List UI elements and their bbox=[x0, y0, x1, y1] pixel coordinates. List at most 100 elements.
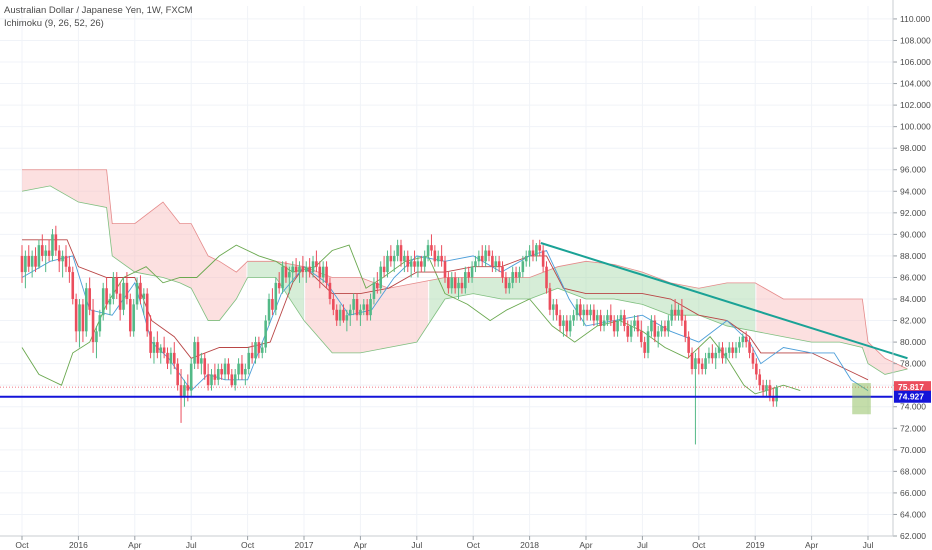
candle-body bbox=[409, 261, 413, 267]
candle-body bbox=[68, 266, 71, 273]
x-tick-label: Apr bbox=[805, 540, 818, 550]
candle-body bbox=[450, 277, 454, 289]
candle-body bbox=[244, 369, 247, 375]
support-price-tag-bg bbox=[894, 390, 931, 403]
y-tick-label: 96.000 bbox=[900, 165, 926, 175]
candle-body bbox=[511, 272, 514, 283]
candle-body bbox=[704, 358, 707, 370]
y-tick-label: 88.000 bbox=[900, 251, 926, 261]
candle-body bbox=[619, 315, 623, 321]
candle-body bbox=[531, 250, 535, 256]
candle-body bbox=[775, 387, 778, 402]
candle-body bbox=[568, 320, 572, 332]
candle-body bbox=[670, 309, 674, 321]
candle-body bbox=[545, 266, 548, 289]
candle-body bbox=[609, 315, 613, 321]
candle-body bbox=[34, 255, 37, 267]
candle-body bbox=[639, 331, 643, 343]
senkou-span-a bbox=[22, 169, 908, 370]
candle-body bbox=[464, 272, 467, 289]
candle-body bbox=[744, 336, 748, 343]
candle-body bbox=[88, 288, 91, 310]
candle-body bbox=[653, 320, 657, 337]
candle-body bbox=[572, 315, 575, 321]
candle-body bbox=[406, 255, 410, 267]
candle-body bbox=[447, 277, 450, 289]
candle-body bbox=[98, 315, 102, 332]
candle-body bbox=[61, 255, 64, 262]
candle-body bbox=[20, 255, 24, 273]
candle-body bbox=[487, 250, 491, 256]
candle-body bbox=[626, 325, 630, 337]
candle-body bbox=[74, 299, 78, 332]
current-price-tag: 75.817 bbox=[898, 382, 924, 392]
candle-body bbox=[633, 320, 636, 326]
candle-body bbox=[565, 320, 569, 332]
candle-body bbox=[145, 293, 149, 332]
candle-body bbox=[54, 234, 58, 251]
candle-body bbox=[758, 374, 762, 386]
candle-body bbox=[112, 277, 115, 300]
candle-body bbox=[663, 325, 667, 332]
candle-body bbox=[91, 309, 95, 343]
candle-body bbox=[284, 266, 288, 278]
time-axis[interactable]: Oct 2016 Apr Jul Oct 2017 Apr Jul Oct 2018 Apr Jul O… bbox=[0, 535, 893, 550]
indicator-title[interactable]: Ichimoku (9, 26, 52, 26) bbox=[4, 18, 104, 29]
candle-body bbox=[294, 266, 298, 273]
candle-body bbox=[751, 352, 755, 364]
candle-body bbox=[643, 342, 646, 353]
drawings bbox=[0, 242, 908, 415]
candle-body bbox=[27, 255, 31, 267]
candle-body bbox=[602, 320, 606, 326]
candle-body bbox=[484, 250, 487, 262]
x-tick-label: Oct bbox=[241, 540, 255, 550]
senkou-span-b bbox=[21, 185, 908, 375]
y-tick-label: 78.000 bbox=[900, 359, 926, 369]
candle-body bbox=[467, 272, 470, 278]
symbol-title[interactable]: Australian Dollar / Japanese Yen, 1W, FX… bbox=[4, 5, 193, 16]
candle-body bbox=[592, 309, 596, 321]
candle-body bbox=[558, 315, 562, 326]
candle-body bbox=[501, 266, 504, 278]
candle-body bbox=[220, 369, 223, 375]
candle-body bbox=[172, 352, 176, 364]
candle-body bbox=[277, 282, 281, 289]
candle-body bbox=[453, 277, 457, 289]
candle-body bbox=[128, 299, 132, 332]
candle-body bbox=[392, 255, 396, 262]
candle-body bbox=[538, 245, 542, 251]
candle-body bbox=[474, 261, 477, 267]
candle-body bbox=[494, 261, 498, 267]
candle-body bbox=[315, 261, 318, 267]
candle-body bbox=[690, 352, 694, 370]
highlight-box[interactable] bbox=[852, 383, 871, 415]
candle-body bbox=[443, 261, 447, 278]
candle-body bbox=[372, 282, 376, 300]
y-tick-label: 84.000 bbox=[900, 294, 926, 304]
candle-body bbox=[677, 309, 680, 316]
candle-body bbox=[152, 342, 156, 353]
candle-body bbox=[183, 385, 186, 396]
ichimoku-cloud bbox=[21, 169, 908, 375]
candle-body bbox=[179, 385, 183, 396]
trendline[interactable] bbox=[540, 242, 908, 360]
y-tick-label: 74.000 bbox=[900, 402, 926, 412]
candle-body bbox=[71, 272, 75, 300]
candle-body bbox=[616, 320, 619, 332]
candle-body bbox=[650, 320, 653, 332]
x-tick-label: Oct bbox=[692, 540, 706, 550]
candle-body bbox=[311, 261, 315, 273]
cloud-bullish bbox=[429, 261, 756, 332]
candle-body bbox=[47, 250, 51, 256]
candle-body bbox=[260, 347, 264, 353]
y-tick-label: 98.000 bbox=[900, 143, 926, 153]
candle-body bbox=[575, 304, 579, 316]
candle-body bbox=[623, 315, 626, 326]
candle-body bbox=[264, 320, 267, 348]
price-axis[interactable]: 110.000 108.000 106.000 104.000 102.000 100.0… bbox=[892, 0, 931, 541]
candle-body bbox=[250, 352, 254, 359]
candle-body bbox=[78, 304, 81, 332]
candle-body bbox=[717, 347, 721, 353]
